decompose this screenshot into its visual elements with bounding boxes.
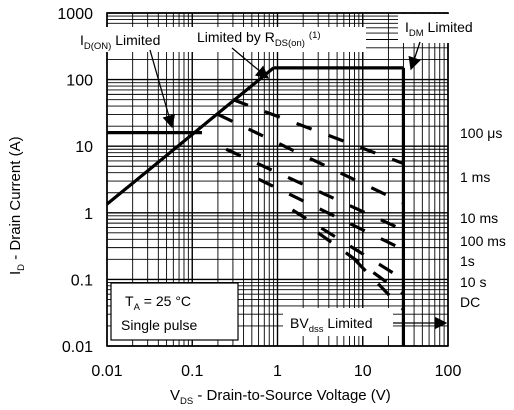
x-tick-label: 0.1 <box>181 363 203 380</box>
y-tick-labels: 1000 100 10 1 0.1 0.01 <box>57 6 93 356</box>
y-tick-label: 0.1 <box>71 272 93 289</box>
idm-label: IDM Limited <box>398 14 496 43</box>
rdson-limit-line <box>107 68 274 204</box>
series-label-10ms: 10 ms <box>460 210 498 226</box>
x-tick-label: 1 <box>273 363 282 380</box>
svg-text:Single pulse: Single pulse <box>121 317 197 333</box>
y-tick-label: 100 <box>66 73 93 90</box>
rdson-label: Limited by RDS(on)(1) <box>190 27 366 52</box>
series-label-1ms: 1 ms <box>460 169 490 185</box>
idon-callout-arrow <box>150 50 172 127</box>
x-tick-label: 100 <box>435 363 462 380</box>
idm-callout-arrow <box>411 42 420 69</box>
conditions-box: TA = 25 °C Single pulse <box>111 283 238 340</box>
series-labels: 100 μs 1 ms 10 ms 100 ms 1s 10 s DC <box>456 122 514 310</box>
x-tick-labels: 0.01 0.1 1 10 100 <box>91 363 461 380</box>
series-label-100ms: 100 ms <box>460 233 506 249</box>
series-label-1s: 1s <box>460 253 475 269</box>
series-label-10s: 10 s <box>460 274 486 290</box>
y-axis-label: ID - Drain Current (A) <box>7 136 27 275</box>
series-line-4 <box>293 210 404 279</box>
y-tick-label: 10 <box>75 139 93 156</box>
series-label-100us: 100 μs <box>460 125 502 141</box>
y-tick-label: 0.01 <box>62 339 93 356</box>
rdson-callout-arrow <box>232 48 268 78</box>
x-tick-label: 0.01 <box>91 363 122 380</box>
y-tick-label: 1000 <box>57 6 93 23</box>
idon-label: ID(ON) Limited <box>73 27 190 52</box>
series-line-6 <box>354 259 403 309</box>
x-axis-label: VDS - Drain-to-Source Voltage (V) <box>170 387 391 407</box>
series-label-dc: DC <box>460 294 480 310</box>
x-tick-label: 10 <box>354 363 372 380</box>
bvdss-label: BVdss Limited <box>283 308 393 336</box>
y-tick-label: 1 <box>84 206 93 223</box>
